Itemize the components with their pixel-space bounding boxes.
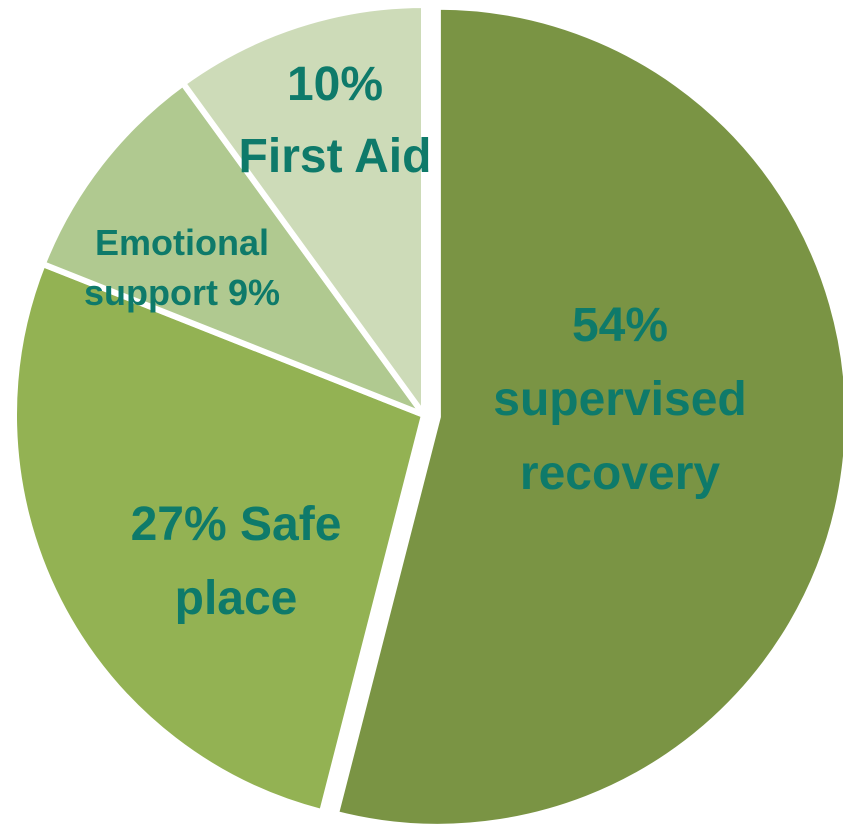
- pie-slice-emotional-support: [38, 79, 433, 422]
- pie-label-line: Emotional: [95, 222, 269, 263]
- pie-label-line: support 9%: [84, 272, 280, 313]
- pie-slice-first-aid: [178, 1, 427, 425]
- pie-slice-supervised-recovery: [332, 3, 843, 828]
- pie-label-line: supervised: [493, 373, 746, 426]
- pie-label-emotional-support: Emotional support 9%: [84, 222, 280, 313]
- pie-label-line: recovery: [520, 447, 720, 500]
- pie-label-supervised-recovery: 54% supervised recovery: [493, 299, 746, 500]
- pie-label-line: place: [175, 572, 298, 625]
- pie-label-line: 27% Safe: [131, 498, 342, 551]
- pie-labels: 54% supervised recovery 27% Safe place Emotio…: [84, 58, 747, 625]
- pie-label-line: 10%: [287, 58, 383, 111]
- pie-slice-safe-place: [11, 260, 428, 816]
- pie-label-line: First Aid: [239, 130, 432, 183]
- pie-label-safe-place: 27% Safe place: [131, 498, 342, 625]
- pie-slices: [11, 1, 843, 828]
- pie-label-line: 54%: [572, 299, 668, 352]
- pie-label-first-aid: 10% First Aid: [239, 58, 432, 183]
